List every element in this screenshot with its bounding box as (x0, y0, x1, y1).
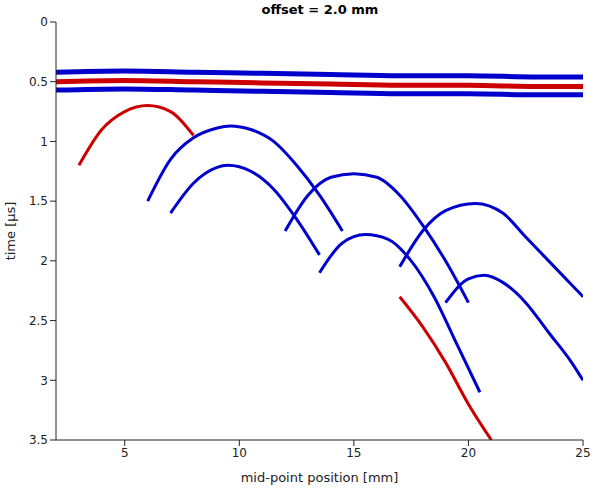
svg-text:3: 3 (40, 374, 48, 388)
svg-text:15: 15 (346, 446, 361, 460)
svg-text:mid-point position [mm]: mid-point position [mm] (241, 470, 399, 485)
svg-text:5: 5 (121, 446, 129, 460)
svg-text:0.5: 0.5 (29, 75, 48, 89)
html-text:offset = 2.0 mm: offset = 2.0 mm (261, 2, 379, 17)
svg-text:1.5: 1.5 (29, 194, 48, 208)
svg-text:25: 25 (575, 446, 590, 460)
svg-text:3.5: 3.5 (29, 433, 48, 447)
svg-text:0: 0 (40, 15, 48, 29)
svg-text:2: 2 (40, 254, 48, 268)
svg-text:20: 20 (461, 446, 476, 460)
svg-text:time [μs]: time [μs] (3, 202, 18, 261)
svg-text:1: 1 (40, 135, 48, 149)
svg-text:2.5: 2.5 (29, 314, 48, 328)
svg-text:10: 10 (232, 446, 247, 460)
